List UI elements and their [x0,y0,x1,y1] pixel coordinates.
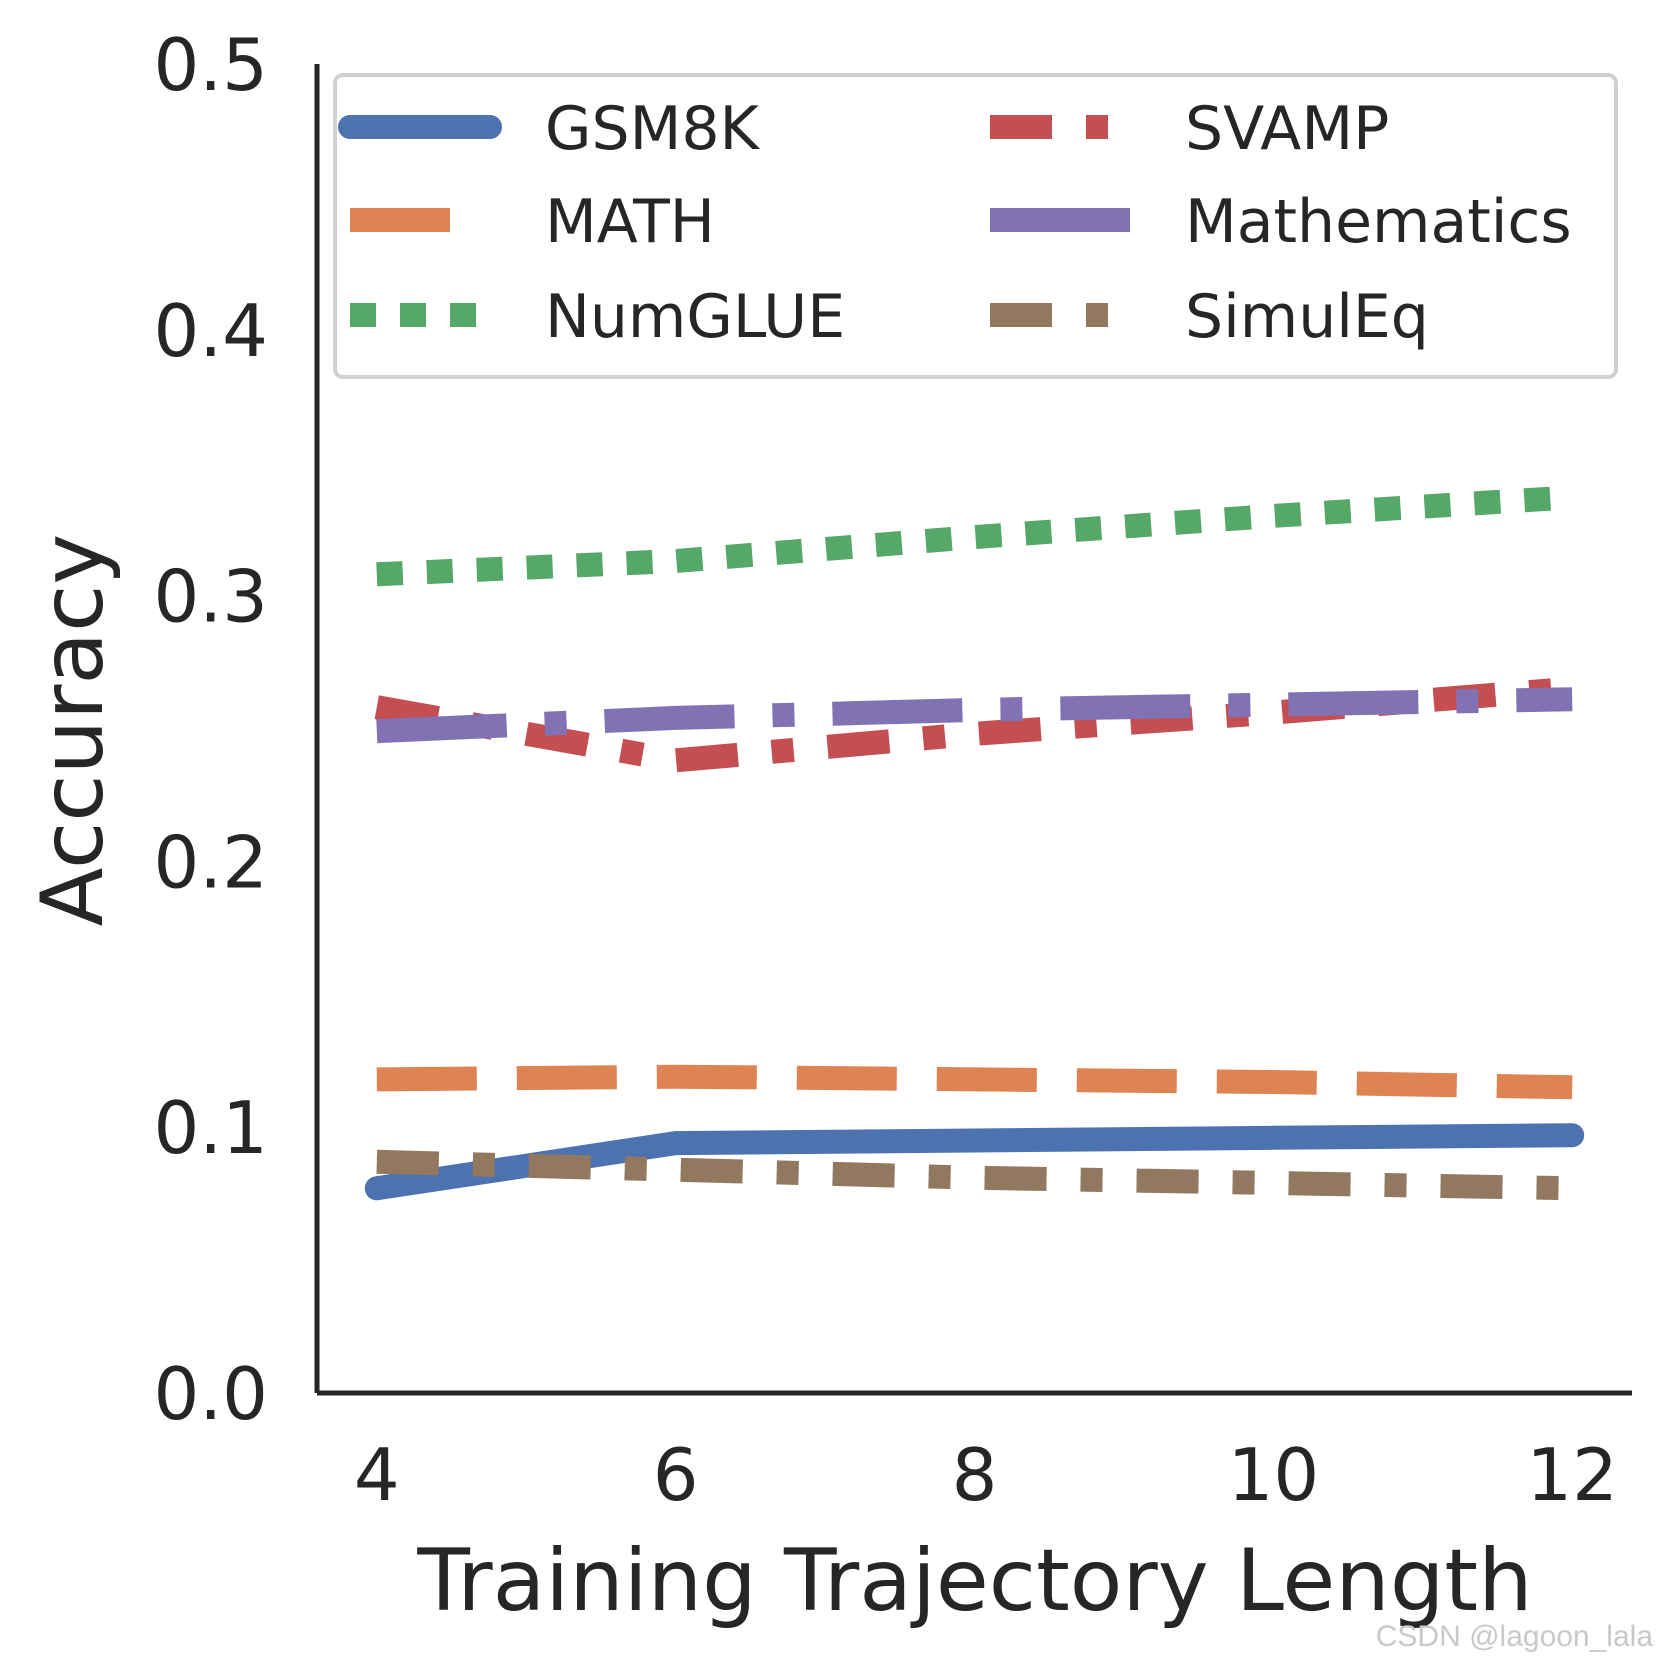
legend-label-math: MATH [545,187,715,257]
series-line-svamp [374,676,1574,773]
x-tick-label-10: 10 [1228,1433,1320,1517]
legend-label-simuleq: SimulEq [1185,282,1429,352]
y-tick-label-0-0: 0.0 [153,1352,268,1436]
legend: GSM8K MATH NumGLUE SVAMP Mathematics SimulEq [333,73,1618,379]
legend-label-gsm8k: GSM8K [545,94,761,164]
series-line-numglue [376,485,1573,587]
tick-labels: 4 6 8 10 12 0.0 0.1 0.2 0.3 0.4 0.5 [153,23,1618,1517]
legend-items: GSM8K MATH NumGLUE SVAMP Mathematics SimulEq [338,94,1572,352]
x-tick-label-4: 4 [354,1433,400,1517]
x-tick-label-6: 6 [653,1433,699,1517]
y-tick-label-0-3: 0.3 [153,555,268,639]
legend-label-svamp: SVAMP [1185,94,1389,164]
y-tick-label-0-1: 0.1 [153,1086,268,1170]
series-line-simuleq [376,1149,1573,1201]
series-layer [364,485,1585,1201]
x-tick-label-12: 12 [1526,1433,1618,1517]
watermark-text: CSDN @lagoon_lala [1375,1620,1653,1653]
axes [314,64,1632,1396]
x-tick-label-8: 8 [952,1433,998,1517]
series-line-mathematics [376,687,1573,744]
series-line-math [376,1064,1573,1100]
y-tick-label-0-5: 0.5 [153,23,268,107]
y-tick-label-0-4: 0.4 [153,289,268,373]
legend-label-mathematics: Mathematics [1185,187,1572,257]
legend-frame [333,73,1618,379]
y-tick-label-0-2: 0.2 [153,820,268,904]
legend-label-numglue: NumGLUE [545,282,845,352]
y-axis-title: Accuracy [23,534,123,927]
x-axis-title: Training Trajectory Length [416,1531,1532,1631]
